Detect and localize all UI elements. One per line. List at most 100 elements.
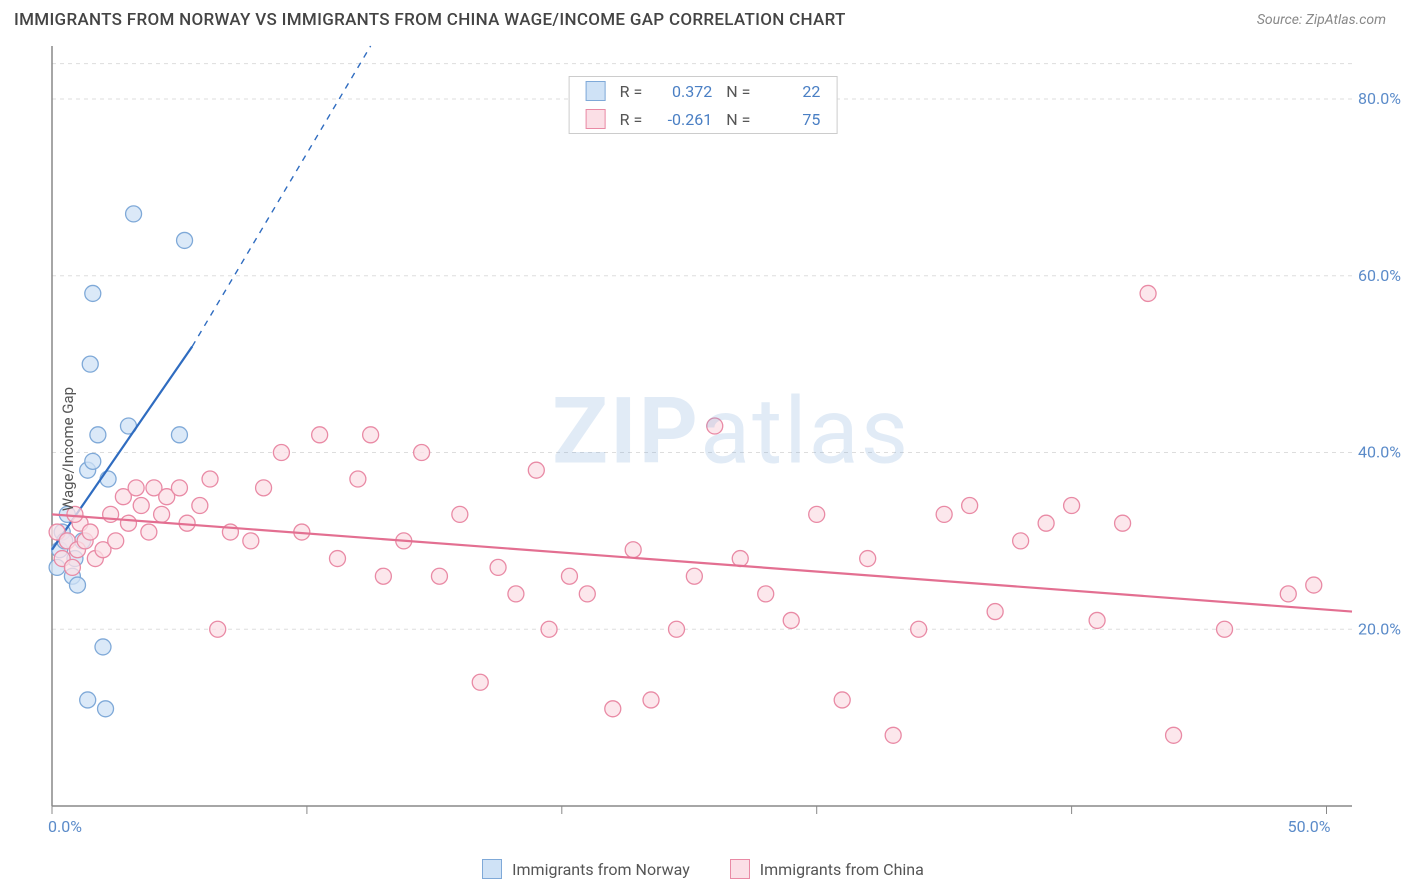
chart-title: IMMIGRANTS FROM NORWAY VS IMMIGRANTS FRO… (14, 10, 846, 30)
scatter-point-china (154, 506, 170, 522)
scatter-point-china (1217, 621, 1233, 637)
scatter-point-norway (90, 427, 106, 443)
scatter-point-china (363, 427, 379, 443)
scatter-point-china (1089, 612, 1105, 628)
scatter-point-norway (80, 692, 96, 708)
scatter-point-china (120, 515, 136, 531)
scatter-point-china (541, 621, 557, 637)
scatter-point-china (1115, 515, 1131, 531)
scatter-point-china (669, 621, 685, 637)
scatter-point-china (1013, 533, 1029, 549)
scatter-point-china (1064, 498, 1080, 514)
scatter-point-china (605, 701, 621, 717)
stats-swatch-china (586, 109, 606, 129)
scatter-point-china (860, 551, 876, 567)
stats-r-value: 0.372 (656, 82, 712, 101)
stats-r-label: R = (620, 82, 643, 101)
bottom-legend: Immigrants from Norway Immigrants from Ch… (0, 859, 1406, 879)
scatter-point-norway (82, 356, 98, 372)
stats-row-norway: R = 0.372 N = 22 (570, 77, 837, 105)
scatter-point-china (202, 471, 218, 487)
scatter-point-china (579, 586, 595, 602)
stats-r-label: R = (620, 110, 643, 129)
source-name: ZipAtlas.com (1306, 12, 1386, 28)
x-tick-label-right: 50.0% (1288, 817, 1331, 836)
stats-n-label: N = (726, 110, 750, 129)
scatter-point-china (128, 480, 144, 496)
scatter-point-china (987, 604, 1003, 620)
chart-area: Wage/Income Gap ZIPatlas 20.0%40.0%60.0%… (0, 36, 1406, 861)
scatter-point-china (1140, 285, 1156, 301)
scatter-point-china (561, 568, 577, 584)
y-axis-label: Wage/Income Gap (59, 386, 77, 510)
scatter-point-china (64, 559, 80, 575)
stats-n-value: 22 (764, 82, 820, 101)
legend-item-norway: Immigrants from Norway (482, 859, 690, 879)
legend-label-norway: Immigrants from Norway (512, 860, 690, 879)
scatter-point-norway (100, 471, 116, 487)
scatter-point-china (414, 445, 430, 461)
scatter-point-china (1038, 515, 1054, 531)
scatter-point-china (210, 621, 226, 637)
scatter-point-china (273, 445, 289, 461)
scatter-point-china (452, 506, 468, 522)
stats-row-china: R = -0.261 N = 75 (570, 105, 837, 133)
regression-line-china (52, 514, 1352, 611)
scatter-point-china (1166, 727, 1182, 743)
chart-svg: 20.0% 40.0% 60.0% 80.0% 0.0% 50.0% (0, 36, 1406, 861)
scatter-point-china (243, 533, 259, 549)
legend-swatch-norway (482, 859, 502, 879)
scatter-point-norway (85, 285, 101, 301)
scatter-point-china (758, 586, 774, 602)
scatter-point-china (171, 480, 187, 496)
scatter-point-china (192, 498, 208, 514)
scatter-point-china (1306, 577, 1322, 593)
scatter-point-china (82, 524, 98, 540)
regression-extension-norway (192, 46, 370, 346)
scatter-point-china (312, 427, 328, 443)
scatter-point-china (962, 498, 978, 514)
scatter-point-norway (95, 639, 111, 655)
legend-label-china: Immigrants from China (760, 860, 924, 879)
scatter-point-china (508, 586, 524, 602)
scatter-point-china (732, 551, 748, 567)
scatter-point-norway (177, 232, 193, 248)
scatter-point-norway (69, 577, 85, 593)
scatter-point-china (936, 506, 952, 522)
scatter-point-norway (171, 427, 187, 443)
y-tick-label: 80.0% (1358, 89, 1401, 108)
scatter-point-china (809, 506, 825, 522)
scatter-point-china (108, 533, 124, 549)
y-tick-label: 40.0% (1358, 443, 1401, 462)
legend-swatch-china (730, 859, 750, 879)
scatter-point-china (643, 692, 659, 708)
stats-r-value: -0.261 (656, 110, 712, 129)
scatter-point-china (329, 551, 345, 567)
scatter-point-china (885, 727, 901, 743)
scatter-point-china (141, 524, 157, 540)
y-tick-label: 20.0% (1358, 619, 1401, 638)
y-tick-label: 60.0% (1358, 266, 1401, 285)
chart-source: Source: ZipAtlas.com (1257, 12, 1386, 28)
scatter-point-china (783, 612, 799, 628)
legend-item-china: Immigrants from China (730, 859, 924, 879)
chart-header: IMMIGRANTS FROM NORWAY VS IMMIGRANTS FRO… (0, 0, 1406, 36)
scatter-point-china (133, 498, 149, 514)
scatter-point-norway (85, 453, 101, 469)
source-prefix: Source: (1257, 12, 1306, 28)
stats-n-label: N = (726, 82, 750, 101)
scatter-point-china (834, 692, 850, 708)
scatter-point-china (490, 559, 506, 575)
scatter-point-china (472, 674, 488, 690)
scatter-point-china (431, 568, 447, 584)
x-tick-label-left: 0.0% (48, 817, 82, 836)
stats-swatch-norway (586, 81, 606, 101)
scatter-point-china (528, 462, 544, 478)
stats-legend-box: R = 0.372 N = 22 R = -0.261 N = 75 (569, 76, 838, 134)
scatter-point-china (375, 568, 391, 584)
scatter-point-china (625, 542, 641, 558)
stats-n-value: 75 (764, 110, 820, 129)
scatter-point-china (707, 418, 723, 434)
scatter-point-norway (126, 206, 142, 222)
scatter-point-china (256, 480, 272, 496)
